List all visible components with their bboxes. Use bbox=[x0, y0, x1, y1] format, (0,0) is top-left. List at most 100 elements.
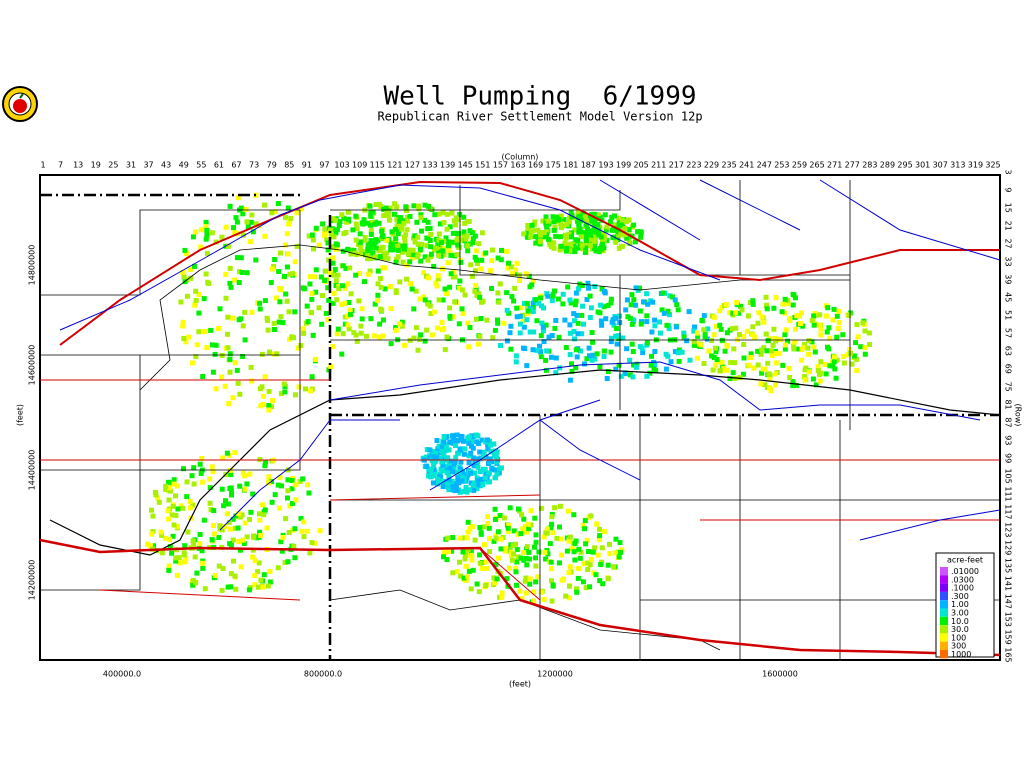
pumping-cell bbox=[301, 330, 307, 336]
pumping-cell bbox=[450, 436, 456, 442]
pumping-cell bbox=[460, 549, 466, 555]
pumping-cell bbox=[181, 550, 187, 556]
pumping-cell bbox=[478, 476, 484, 482]
pumping-cell bbox=[573, 347, 579, 353]
pumping-cell bbox=[785, 301, 791, 306]
pumping-cell bbox=[415, 347, 421, 353]
pumping-cell bbox=[433, 450, 439, 455]
pumping-cell bbox=[799, 357, 804, 363]
pumping-cell bbox=[505, 529, 511, 535]
pumping-cell bbox=[460, 311, 466, 316]
pumping-cell bbox=[497, 281, 503, 287]
pumping-cell bbox=[225, 345, 231, 351]
pumping-cell bbox=[441, 434, 447, 439]
pumping-cell bbox=[550, 214, 556, 220]
pumping-cell bbox=[272, 209, 278, 215]
pumping-cell bbox=[451, 314, 457, 320]
pumping-cell bbox=[416, 203, 421, 209]
pumping-cell bbox=[225, 243, 231, 249]
pumping-cell bbox=[533, 532, 539, 538]
pumping-cell bbox=[388, 245, 394, 251]
pumping-cell bbox=[261, 512, 267, 518]
pumping-cell bbox=[711, 355, 717, 361]
pumping-cell bbox=[475, 456, 481, 462]
pumping-cell bbox=[573, 365, 579, 371]
pumping-cell bbox=[475, 477, 481, 483]
pumping-cell bbox=[477, 294, 483, 300]
pumping-cell bbox=[328, 364, 334, 369]
pumping-cell bbox=[228, 472, 234, 478]
pumping-cell bbox=[825, 344, 830, 350]
pumping-cell bbox=[597, 533, 603, 539]
pumping-cell bbox=[326, 257, 332, 263]
column-tick-label: 307 bbox=[933, 161, 948, 170]
pumping-cell bbox=[515, 554, 521, 560]
pumping-cell bbox=[211, 508, 217, 513]
pumping-cell bbox=[446, 248, 452, 253]
pumping-cell bbox=[780, 362, 786, 368]
pumping-cell bbox=[443, 235, 449, 241]
pumping-cell bbox=[762, 382, 767, 388]
pumping-cell bbox=[794, 313, 800, 319]
pumping-cell bbox=[417, 337, 422, 342]
pumping-cell bbox=[587, 315, 593, 320]
pumping-cell bbox=[262, 298, 268, 304]
pumping-cell bbox=[257, 300, 263, 306]
pumping-cell bbox=[219, 374, 225, 380]
pumping-cell bbox=[149, 507, 154, 513]
pumping-cell bbox=[597, 578, 603, 584]
pumping-cell bbox=[354, 226, 360, 231]
pumping-cell bbox=[514, 582, 519, 588]
pumping-cell bbox=[569, 230, 575, 236]
pumping-cell bbox=[365, 271, 371, 277]
pumping-cell bbox=[572, 336, 577, 342]
pumping-cell bbox=[208, 327, 214, 333]
pumping-cell bbox=[506, 310, 512, 316]
pumping-cell bbox=[171, 481, 177, 487]
pumping-cell bbox=[563, 593, 569, 599]
pumping-cell bbox=[418, 246, 424, 252]
row-tick-label: 135 bbox=[1004, 558, 1013, 573]
pumping-cell bbox=[249, 378, 255, 384]
pumping-cell bbox=[358, 330, 364, 336]
pumping-cell bbox=[550, 582, 556, 588]
pumping-cell bbox=[334, 297, 340, 303]
pumping-cell bbox=[227, 356, 233, 362]
pumping-cell bbox=[457, 285, 463, 291]
rivers bbox=[59, 179, 1001, 541]
pumping-cell bbox=[691, 339, 697, 345]
pumping-cell bbox=[811, 322, 817, 328]
pumping-cell bbox=[587, 584, 593, 590]
pumping-cell bbox=[644, 291, 650, 297]
pumping-cell bbox=[763, 294, 769, 300]
pumping-cell bbox=[444, 211, 450, 217]
pumping-cell bbox=[791, 346, 797, 352]
pumping-cell bbox=[607, 551, 613, 557]
pumping-cell bbox=[706, 348, 712, 354]
pumping-cell bbox=[270, 398, 276, 404]
pumping-cell bbox=[806, 369, 812, 375]
pumping-cell bbox=[647, 370, 653, 376]
pumping-cell bbox=[533, 539, 539, 545]
pumping-cell bbox=[556, 560, 562, 566]
pumping-cell bbox=[644, 313, 650, 319]
pumping-cell bbox=[166, 563, 172, 569]
pumping-cell bbox=[282, 560, 288, 565]
roads bbox=[39, 180, 1001, 657]
pumping-cell bbox=[238, 255, 244, 261]
column-tick-label: 145 bbox=[458, 161, 473, 170]
pumping-cell bbox=[453, 230, 459, 236]
pumping-cell bbox=[457, 466, 463, 472]
pumping-cell bbox=[167, 537, 173, 543]
pumping-cell bbox=[478, 266, 484, 272]
pumping-cell bbox=[333, 278, 339, 284]
pumping-cell bbox=[619, 217, 625, 223]
pumping-cell bbox=[549, 514, 555, 520]
pumping-cell bbox=[499, 247, 504, 253]
pumping-cell bbox=[483, 471, 489, 477]
pumping-cell bbox=[466, 440, 472, 446]
pumping-cell bbox=[223, 295, 229, 301]
row-tick-label: 15 bbox=[1004, 203, 1013, 213]
pumping-cell bbox=[582, 214, 588, 220]
pumping-cell bbox=[327, 227, 333, 233]
